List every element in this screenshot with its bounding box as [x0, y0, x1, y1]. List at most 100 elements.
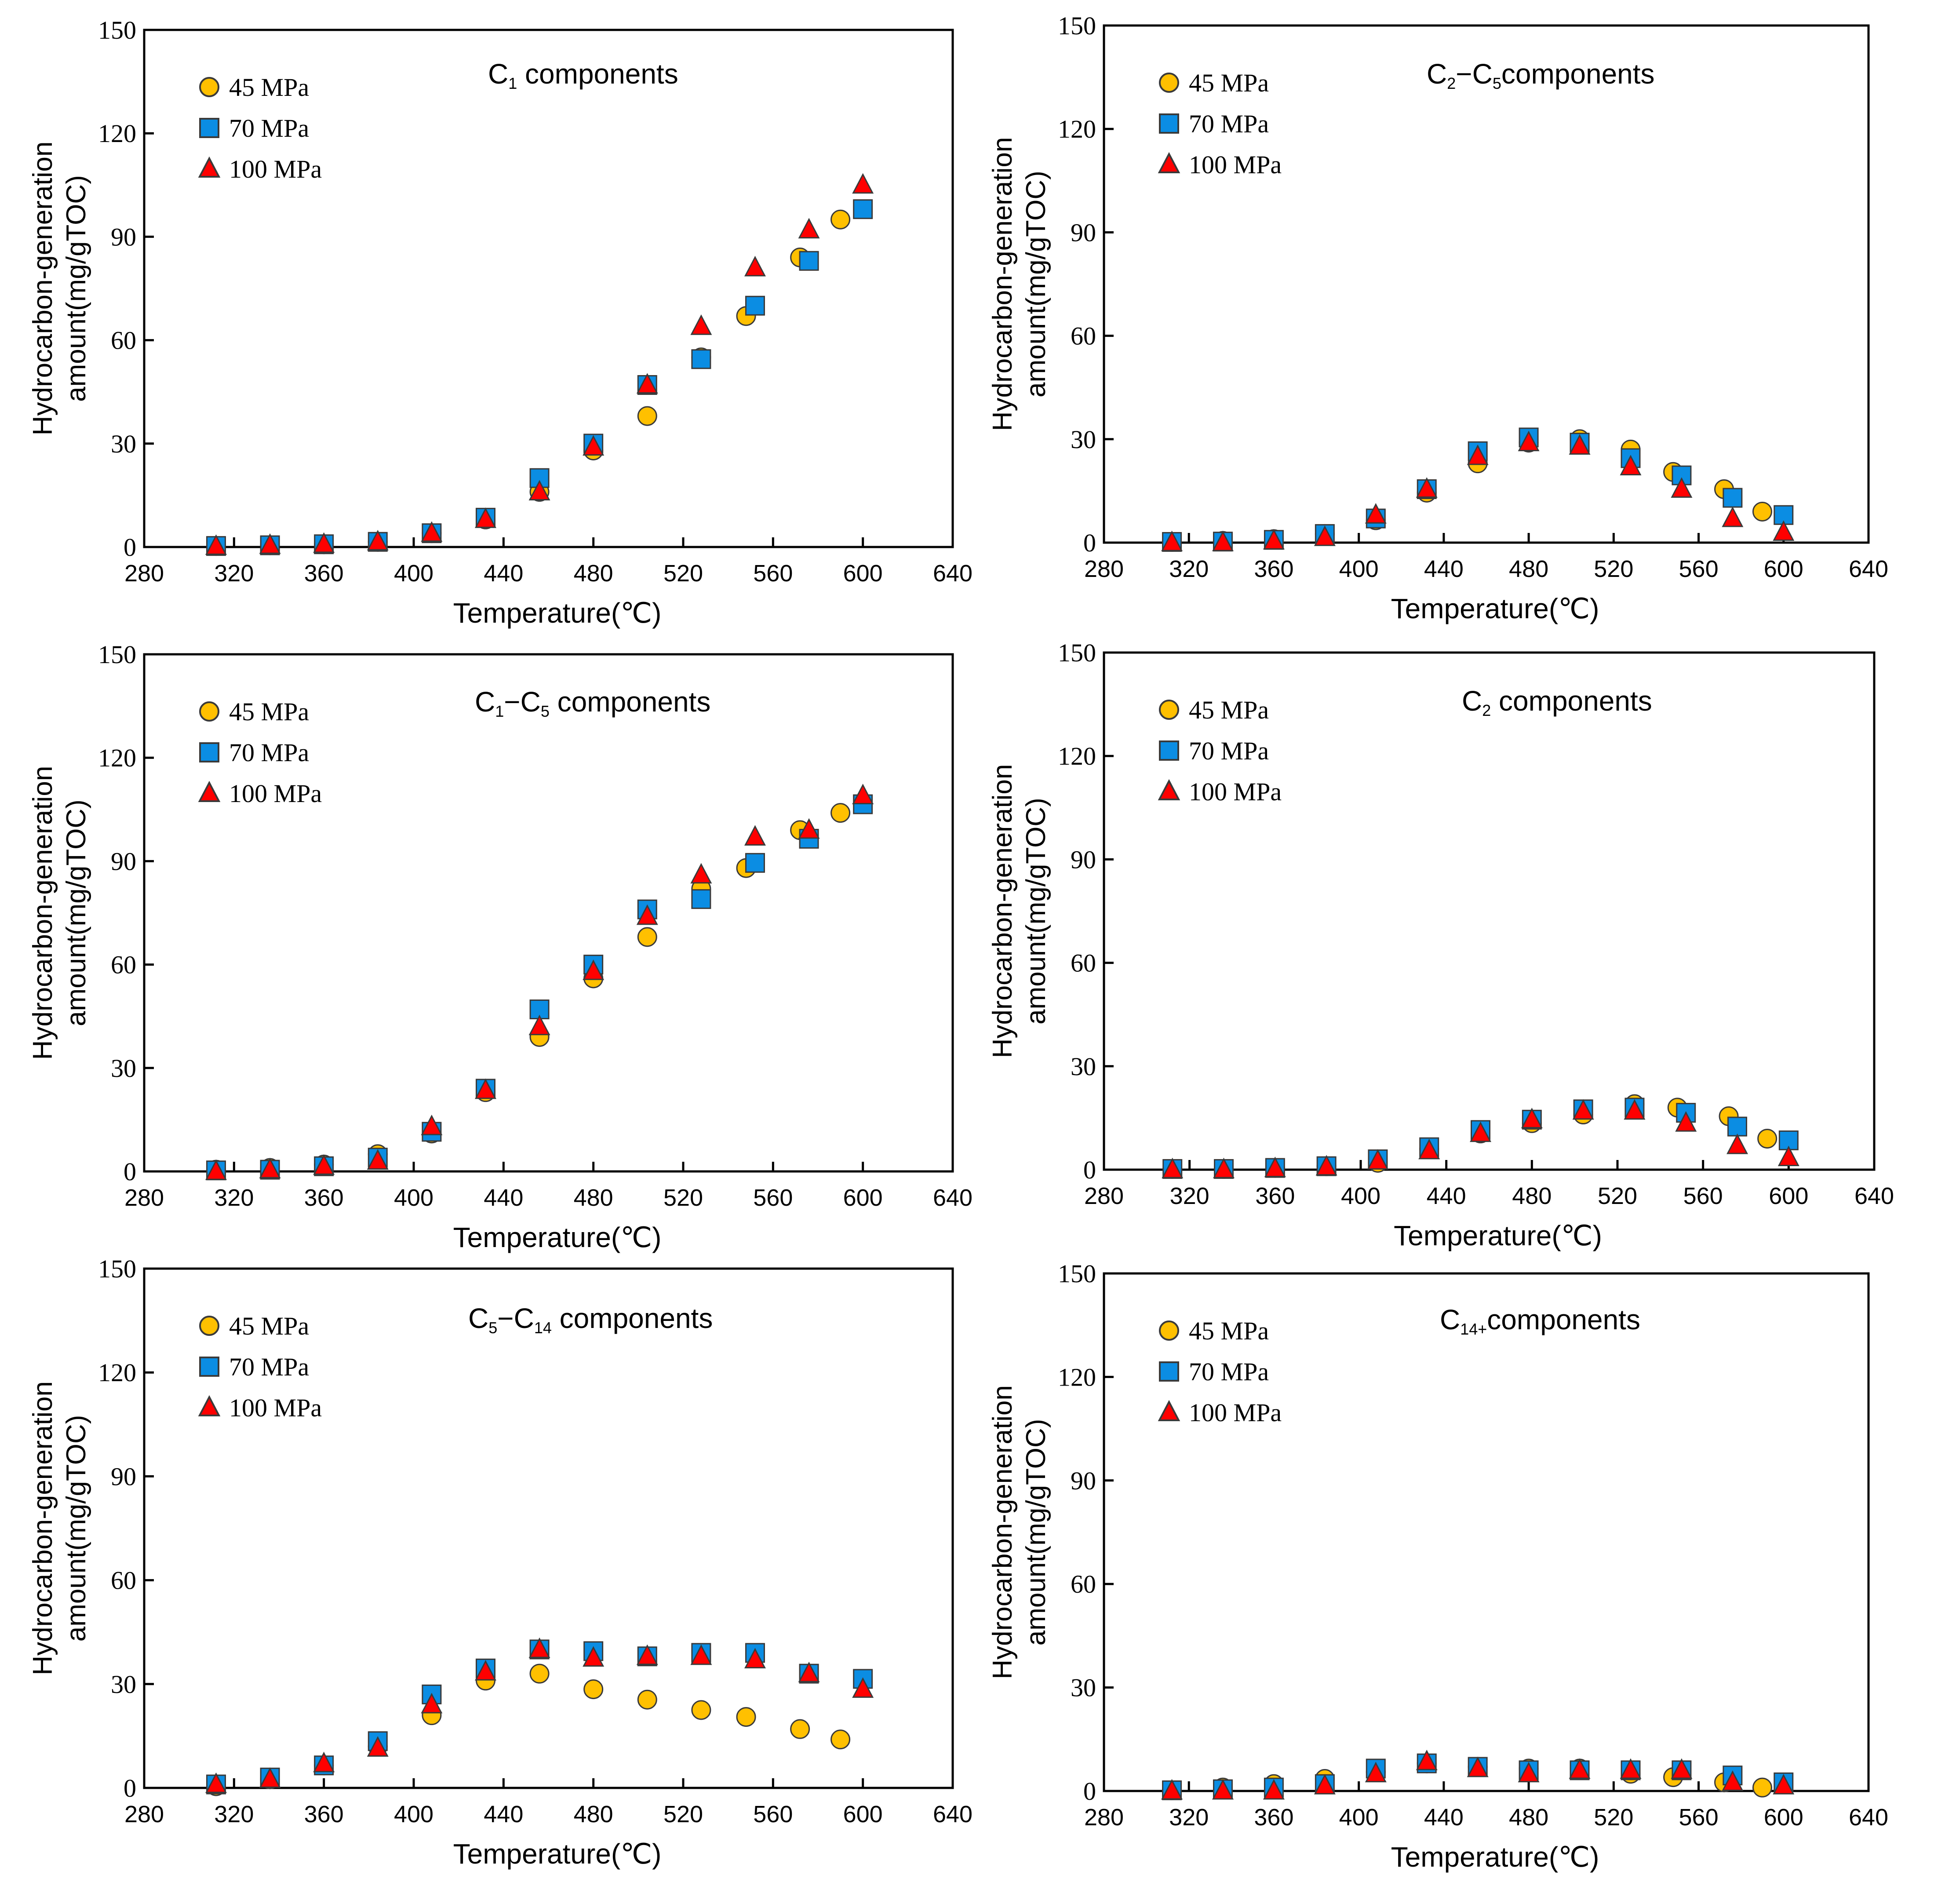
- x-tick-label: 360: [1255, 1183, 1295, 1209]
- data-point: [745, 295, 765, 316]
- data-point: [798, 218, 820, 239]
- y-tick-label: 150: [98, 1255, 136, 1283]
- y-axis-label-line2: amount(mg/gTOC): [1021, 171, 1051, 398]
- data-point: [367, 1149, 389, 1170]
- legend-label: 100 MPa: [1189, 777, 1282, 806]
- legend-marker: [199, 118, 219, 138]
- data-point: [1569, 1758, 1591, 1779]
- data-point: [1773, 1773, 1795, 1795]
- data-point: [474, 1660, 496, 1681]
- legend-marker: [198, 1395, 221, 1416]
- plot-frame: [1103, 651, 1876, 1171]
- y-axis-label-line1: Hydrocarbon-generation: [28, 1381, 58, 1675]
- y-tick-label: 90: [111, 847, 136, 875]
- chart-title: C1 components: [488, 58, 678, 92]
- data-point: [1263, 529, 1285, 550]
- x-axis-label: Temperature(℃): [453, 597, 662, 629]
- legend-label: 70 MPa: [1189, 1357, 1269, 1386]
- y-tick-label: 90: [1071, 218, 1096, 247]
- y-tick-label: 0: [1083, 1777, 1096, 1806]
- y-tick-label: 0: [124, 1157, 136, 1186]
- chart-title: C2 components: [1462, 685, 1652, 719]
- x-axis-label: Temperature(℃): [1394, 1220, 1602, 1251]
- legend-marker: [1159, 113, 1179, 134]
- data-point: [474, 1078, 496, 1099]
- legend-label: 45 MPa: [229, 73, 309, 102]
- title-main-2: −C: [497, 1302, 534, 1334]
- y-axis-label-line1: Hydrocarbon-generation: [987, 137, 1018, 431]
- data-point: [205, 1772, 227, 1793]
- data-point: [367, 1736, 389, 1757]
- title-main: C: [468, 1302, 488, 1334]
- x-tick-label: 600: [843, 1185, 883, 1211]
- data-point: [1162, 1157, 1184, 1178]
- x-axis-label: Temperature(℃): [1391, 1841, 1599, 1873]
- data-point: [1314, 1773, 1336, 1795]
- y-tick-label: 150: [1058, 1259, 1096, 1288]
- x-tick-label: 440: [1424, 1804, 1464, 1831]
- y-tick-label: 60: [1071, 322, 1096, 350]
- y-tick-label: 0: [1083, 1156, 1096, 1184]
- x-tick-label: 400: [1339, 1804, 1379, 1831]
- y-tick-label: 90: [111, 222, 136, 251]
- x-tick-label: 360: [304, 560, 344, 587]
- x-axis-label: Temperature(℃): [453, 1838, 662, 1870]
- plot-frame: [1103, 1272, 1870, 1792]
- x-tick-label: 480: [574, 1185, 613, 1211]
- legend-marker: [1158, 1400, 1180, 1421]
- x-tick-label: 600: [1764, 1804, 1803, 1831]
- data-point: [313, 1751, 335, 1773]
- data-point: [1624, 1099, 1646, 1120]
- data-point: [259, 533, 281, 554]
- legend-marker: [199, 77, 219, 97]
- chart-panel-3: 0 30 60 90 120 150 280 320 360 400 440 480 520 560 600…: [28, 640, 972, 1253]
- data-point: [852, 784, 874, 804]
- data-point: [1212, 1779, 1234, 1800]
- y-tick-label: 60: [111, 326, 136, 355]
- data-point: [583, 1646, 605, 1667]
- chart-title: C2−C5components: [1427, 58, 1655, 92]
- y-axis-label-line1: Hydrocarbon-generation: [987, 764, 1018, 1058]
- title-suffix: components: [550, 686, 710, 718]
- x-tick-label: 640: [933, 560, 972, 587]
- y-axis-label: Hydrocarbon-generation amount(mg/gTOC): [28, 142, 91, 436]
- x-tick-label: 280: [1084, 556, 1124, 582]
- data-point: [583, 435, 605, 456]
- x-tick-label: 480: [1512, 1183, 1552, 1209]
- x-tick-label: 600: [1764, 556, 1803, 582]
- y-tick-label: 30: [111, 430, 136, 458]
- data-point: [853, 199, 873, 219]
- x-tick-label: 480: [574, 560, 613, 587]
- x-tick-label: 360: [1254, 1804, 1293, 1831]
- x-tick-label: 520: [1594, 1804, 1633, 1831]
- y-tick-label: 120: [98, 1358, 136, 1387]
- legend-marker: [198, 781, 221, 802]
- data-point: [421, 1692, 443, 1714]
- data-point: [1723, 488, 1743, 508]
- data-point: [1416, 477, 1438, 498]
- title-subscript: 2: [1447, 74, 1456, 92]
- y-tick-label: 120: [98, 744, 136, 772]
- title-main: C: [1427, 58, 1447, 90]
- y-axis-label-line1: Hydrocarbon-generation: [28, 142, 58, 436]
- data-point: [637, 1689, 657, 1710]
- legend-label: 70 MPa: [1189, 109, 1269, 138]
- data-point: [798, 1661, 820, 1682]
- y-tick-label: 150: [98, 16, 136, 44]
- y-tick-label: 150: [1058, 11, 1096, 40]
- x-tick-label: 560: [753, 1801, 793, 1827]
- title-subscript: 1: [495, 702, 504, 720]
- x-tick-label: 560: [753, 1185, 793, 1211]
- y-tick-label: 150: [1058, 638, 1096, 667]
- y-axis-label-line2: amount(mg/gTOC): [61, 175, 91, 402]
- title-main: C: [1462, 685, 1482, 717]
- data-point: [1161, 530, 1183, 551]
- x-tick-label: 320: [1170, 1183, 1209, 1209]
- x-axis-label: Temperature(℃): [1391, 593, 1599, 624]
- data-point: [1777, 1145, 1799, 1167]
- data-point: [1752, 501, 1772, 522]
- data-point: [1569, 434, 1591, 455]
- x-tick-label: 520: [663, 1801, 703, 1827]
- x-tick-label: 640: [933, 1801, 972, 1827]
- x-tick-label: 280: [124, 1185, 164, 1211]
